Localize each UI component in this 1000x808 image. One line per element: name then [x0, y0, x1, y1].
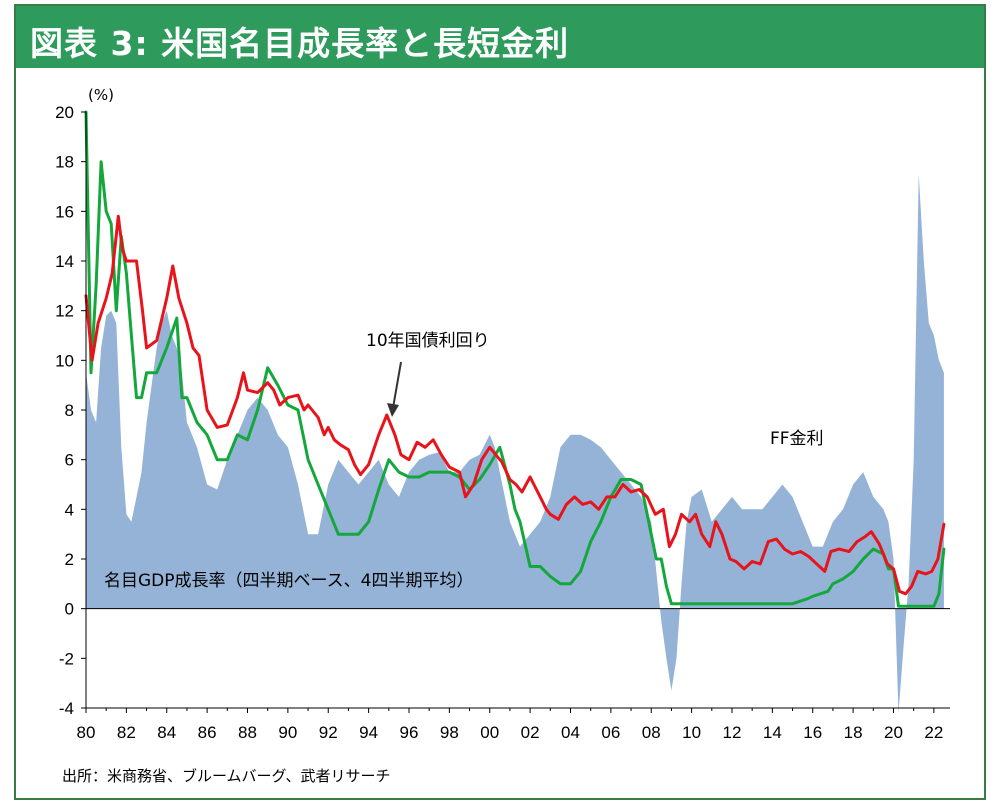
- y-tick-label: 0: [65, 600, 74, 619]
- x-tick-label: 98: [440, 723, 459, 742]
- x-tick-label: 90: [278, 723, 297, 742]
- x-tick-label: 86: [198, 723, 217, 742]
- x-tick-label: 20: [884, 723, 903, 742]
- x-tick-label: 16: [803, 723, 822, 742]
- x-tick-label: 08: [642, 723, 661, 742]
- x-tick-label: 06: [601, 723, 620, 742]
- title-bar: 図表 3: 米国名目成長率と長短金利: [16, 6, 984, 68]
- ten-year-yield-line: [84, 214, 946, 596]
- x-tick-label: 12: [723, 723, 742, 742]
- y-tick-label: 12: [55, 302, 74, 321]
- ff-label: FF金利: [770, 429, 824, 449]
- x-tick-label: 80: [77, 723, 96, 742]
- gdp-area: [86, 174, 944, 714]
- x-tick-label: 88: [238, 723, 257, 742]
- y-unit-label: (%): [88, 86, 114, 104]
- x-tick-label: 04: [561, 723, 580, 742]
- y-tick-label: 10: [55, 351, 74, 370]
- gdp-area-layer: [86, 174, 944, 714]
- gdp-label: 名目GDP成長率（四半期ベース、4四半期平均）: [104, 571, 473, 591]
- y-tick-label: 6: [65, 451, 74, 470]
- y-tick-label: 16: [55, 202, 74, 221]
- x-tick-label: 96: [400, 723, 419, 742]
- x-tick-label: 92: [319, 723, 338, 742]
- y-tick-label: -4: [59, 699, 74, 718]
- chart-title: 図表 3: 米国名目成長率と長短金利: [30, 24, 570, 63]
- y-tick-label: 4: [65, 500, 74, 519]
- x-tick-label: 84: [157, 723, 176, 742]
- x-tick-label: 10: [682, 723, 701, 742]
- x-tick-label: 00: [480, 723, 499, 742]
- line-layer: [84, 110, 946, 608]
- source-note: 出所：米商務省、ブルームバーグ、武者リサーチ: [62, 767, 391, 785]
- x-tick-label: 82: [117, 723, 136, 742]
- y-tick-label: -2: [59, 649, 74, 668]
- ten-year-label: 10年国債利回り: [366, 331, 490, 351]
- ten-year-arrow-shaft: [392, 361, 402, 409]
- y-tick-label: 2: [65, 550, 74, 569]
- x-tick-label: 18: [844, 723, 863, 742]
- x-tick-label: 14: [763, 723, 782, 742]
- y-tick-label: 20: [55, 103, 74, 122]
- x-tick-label: 02: [521, 723, 540, 742]
- x-tick-label: 22: [924, 723, 943, 742]
- x-tick-label: 94: [359, 723, 378, 742]
- y-tick-label: 8: [65, 401, 74, 420]
- y-tick-label: 14: [55, 252, 74, 271]
- y-tick-label: 18: [55, 153, 74, 172]
- ten-year-arrow-head: [387, 403, 399, 417]
